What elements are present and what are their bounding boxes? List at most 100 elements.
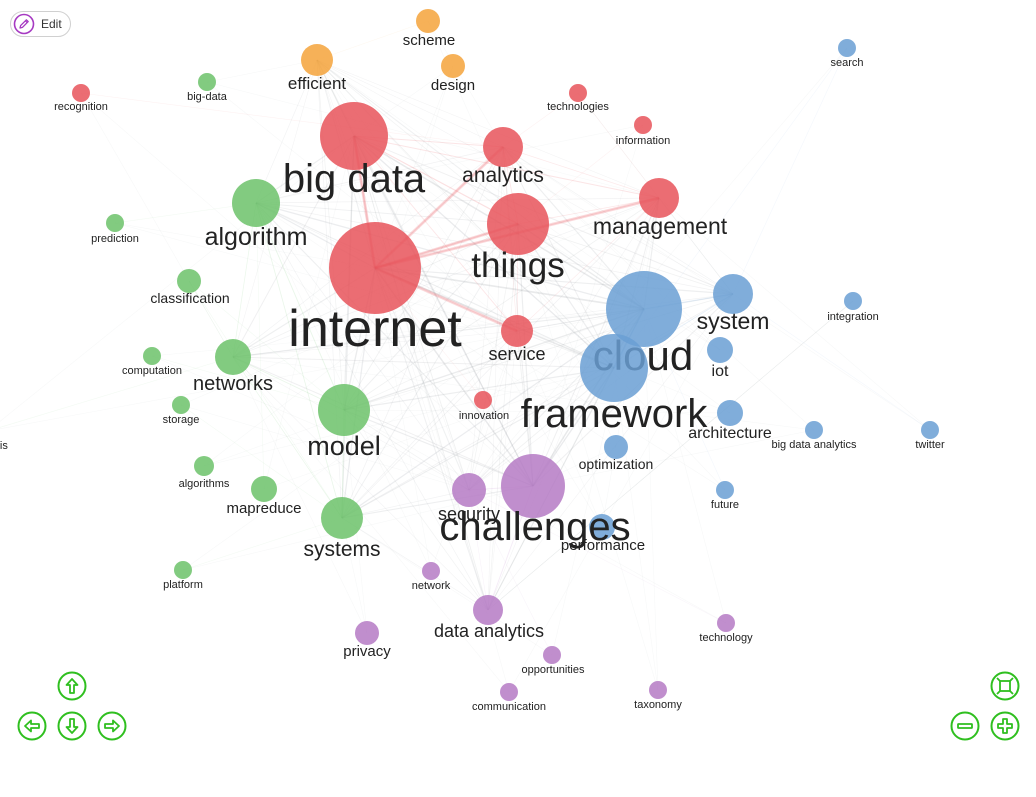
node-circle-mapreduce[interactable] <box>251 476 277 502</box>
node-circle-management[interactable] <box>639 178 679 218</box>
node-circle-system[interactable] <box>713 274 753 314</box>
node-mapreduce[interactable]: mapreduce <box>226 476 302 517</box>
node-circle-platform[interactable] <box>174 561 192 579</box>
node-circle-network[interactable] <box>422 562 440 580</box>
node-iot[interactable]: iot <box>707 337 733 380</box>
node-efficient[interactable]: efficient <box>288 44 347 93</box>
node-circle-design[interactable] <box>441 54 465 78</box>
node-design[interactable]: design <box>431 54 475 94</box>
node-future[interactable]: future <box>711 481 739 511</box>
node-optimization[interactable]: optimization <box>579 435 654 472</box>
node-security[interactable]: security <box>438 473 500 524</box>
node-circle-information[interactable] <box>634 116 652 134</box>
node-circle-analytics[interactable] <box>483 127 523 167</box>
node-internet[interactable]: internet <box>288 222 462 358</box>
node-circle-performance[interactable] <box>589 514 615 540</box>
node-networks[interactable]: networks <box>193 339 273 395</box>
node-taxonomy[interactable]: taxonomy <box>634 681 682 711</box>
node-circle-communication[interactable] <box>500 683 518 701</box>
node-circle-big-data-analytics[interactable] <box>805 421 823 439</box>
node-service[interactable]: service <box>488 315 546 364</box>
node-circle-search[interactable] <box>838 39 856 57</box>
node-things[interactable]: things <box>471 193 565 285</box>
node-computation[interactable]: computation <box>122 347 182 377</box>
node-analysis[interactable]: analysis <box>0 422 8 452</box>
pan-up-button[interactable] <box>57 671 87 701</box>
pan-right-button[interactable] <box>97 711 127 741</box>
node-model[interactable]: model <box>307 384 381 461</box>
node-circle-scheme[interactable] <box>416 9 440 33</box>
node-analytics[interactable]: analytics <box>462 127 544 187</box>
node-circle-challenges[interactable] <box>501 454 565 518</box>
node-circle-security[interactable] <box>452 473 486 507</box>
zoom-fit-button[interactable] <box>990 671 1020 701</box>
zoom-out-button[interactable] <box>950 711 980 741</box>
node-circle-classification[interactable] <box>177 269 201 293</box>
node-circle-recognition[interactable] <box>72 84 90 102</box>
node-opportunities[interactable]: opportunities <box>522 646 585 676</box>
node-circle-algorithms[interactable] <box>194 456 214 476</box>
node-circle-model[interactable] <box>318 384 370 436</box>
node-circle-things[interactable] <box>487 193 549 255</box>
node-integration[interactable]: integration <box>827 292 879 323</box>
node-circle-future[interactable] <box>716 481 734 499</box>
node-circle-taxonomy[interactable] <box>649 681 667 699</box>
node-circle-cloud[interactable] <box>606 271 682 347</box>
node-big-data-analytics[interactable]: big data analytics <box>772 421 857 451</box>
zoom-in-button[interactable] <box>990 711 1020 741</box>
node-circle-optimization[interactable] <box>604 435 628 459</box>
node-platform[interactable]: platform <box>163 561 203 591</box>
pan-left-button[interactable] <box>17 711 47 741</box>
node-circle-big-data[interactable] <box>320 102 388 170</box>
node-information[interactable]: information <box>616 116 670 147</box>
node-circle-prediction[interactable] <box>106 214 124 232</box>
node-circle-twitter[interactable] <box>921 421 939 439</box>
node-technology[interactable]: technology <box>699 614 753 644</box>
node-management[interactable]: management <box>593 178 728 239</box>
node-circle-efficient[interactable] <box>301 44 333 76</box>
node-big-data[interactable]: big data <box>283 102 426 201</box>
node-circle-integration[interactable] <box>844 292 862 310</box>
node-circle-big-data[interactable] <box>198 73 216 91</box>
node-innovation[interactable]: innovation <box>459 391 509 422</box>
node-data-analytics[interactable]: data analytics <box>434 595 544 641</box>
node-circle-framework[interactable] <box>580 334 648 402</box>
node-privacy[interactable]: privacy <box>343 621 391 660</box>
node-algorithm[interactable]: algorithm <box>205 179 308 251</box>
edit-button[interactable]: Edit <box>10 11 71 37</box>
node-network[interactable]: network <box>412 562 451 592</box>
node-challenges[interactable]: challenges <box>439 454 631 549</box>
node-algorithms[interactable]: algorithms <box>179 456 230 490</box>
node-circle-architecture[interactable] <box>717 400 743 426</box>
node-performance[interactable]: performance <box>561 514 645 554</box>
node-system[interactable]: system <box>697 274 770 334</box>
node-communication[interactable]: communication <box>472 683 546 713</box>
node-circle-networks[interactable] <box>215 339 251 375</box>
node-circle-iot[interactable] <box>707 337 733 363</box>
node-search[interactable]: search <box>830 39 864 69</box>
node-circle-computation[interactable] <box>143 347 161 365</box>
node-systems[interactable]: systems <box>303 497 381 561</box>
node-circle-service[interactable] <box>501 315 533 347</box>
node-recognition[interactable]: recognition <box>54 84 108 113</box>
node-circle-innovation[interactable] <box>474 391 492 409</box>
node-circle-privacy[interactable] <box>355 621 379 645</box>
pan-down-button[interactable] <box>57 711 87 741</box>
node-circle-storage[interactable] <box>172 396 190 414</box>
node-circle-internet[interactable] <box>329 222 421 314</box>
node-prediction[interactable]: prediction <box>91 214 139 245</box>
node-architecture[interactable]: architecture <box>688 400 772 442</box>
node-classification[interactable]: classification <box>150 269 230 306</box>
node-circle-opportunities[interactable] <box>543 646 561 664</box>
node-circle-algorithm[interactable] <box>232 179 280 227</box>
node-twitter[interactable]: twitter <box>915 421 945 451</box>
node-circle-technology[interactable] <box>717 614 735 632</box>
node-circle-technologies[interactable] <box>569 84 587 102</box>
node-circle-systems[interactable] <box>321 497 363 539</box>
node-circle-data-analytics[interactable] <box>473 595 503 625</box>
node-storage[interactable]: storage <box>163 396 200 426</box>
node-framework[interactable]: framework <box>521 334 709 436</box>
node-technologies[interactable]: technologies <box>547 84 609 113</box>
node-big-data[interactable]: big-data <box>187 73 228 103</box>
